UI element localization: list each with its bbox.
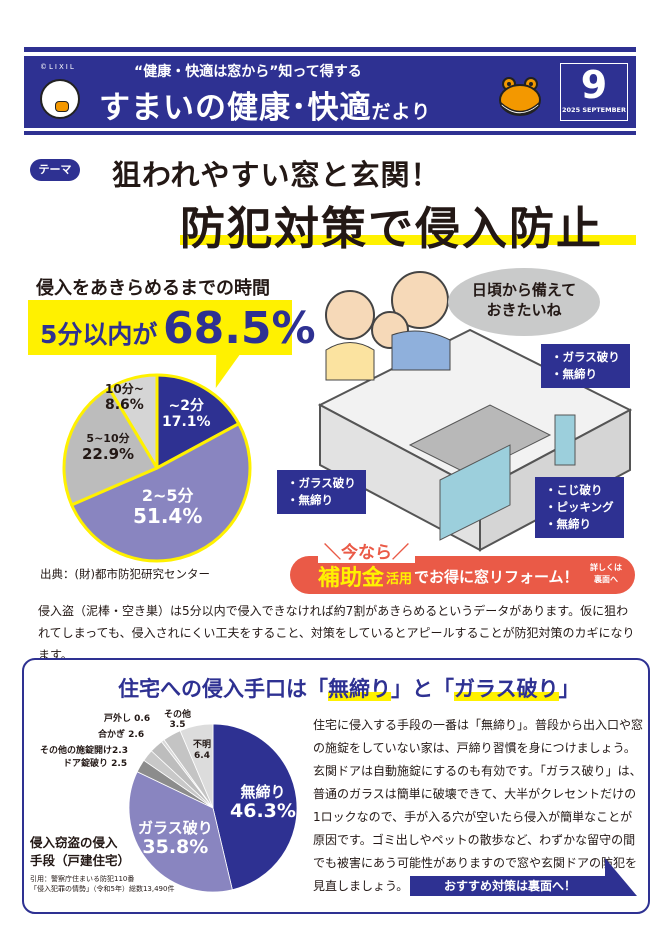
stat-text: 5分以内が 68.5% (40, 303, 316, 354)
pie2-label-5: 戸外し 0.6 (104, 714, 151, 724)
pie2-caption: 侵入窃盗の侵入 手段（戸建住宅） (30, 835, 131, 868)
pie2-label-7: 不明 6.4 (193, 740, 212, 761)
pie1-label-2: 5~10分 22.9% (82, 432, 135, 463)
pie2-label-0: 無締り 46.3% (230, 783, 296, 823)
headline: 防犯対策で侵入防止 (180, 202, 604, 255)
speech-bubble: 日頃から備えて おきたいね (448, 268, 600, 336)
methods-paragraph: 住宅に侵入する手段の一番は「無締り」。普段から出入口や窓の施錠をしていない家は、… (313, 718, 644, 893)
bird-mascot-icon (40, 79, 80, 119)
house-illustration (317, 271, 633, 552)
stat-callout (28, 300, 292, 355)
brand: ©LIXIL (40, 63, 76, 71)
use-label: 活用 (386, 572, 413, 587)
tag-window-upper: ・ガラス破り ・無締り (541, 344, 630, 388)
methods-panel (22, 658, 650, 914)
pie1-label-1: 2~5分 51.4% (133, 486, 203, 529)
theme-title: 狙われやすい窓と玄関！ (112, 158, 441, 192)
now-label: ＼今なら／ (318, 538, 415, 563)
header-title: すまいの健康･快適だより (99, 82, 431, 127)
pie1-label-0: ~2分 17.1% (162, 398, 211, 431)
intro-paragraph: 侵入盗（泥棒・空き巣）は5分以内で侵入できなければ約7割があきらめるというデータ… (38, 604, 635, 662)
header-subtitle: “健康・快適は窓から”知って得する (134, 64, 362, 80)
subsidy-label: 補助金 (318, 566, 385, 591)
frog-mascot-icon (499, 77, 541, 116)
callout-tail (203, 354, 241, 388)
pie2-source: 引用：警察庁住まいる防犯110番 「侵入犯罪の情勢」（令和5年）総数13,490件 (30, 875, 175, 893)
time-heading: 侵入をあきらめるまでの時間 (36, 278, 270, 299)
issue-number: 9 (580, 63, 608, 107)
panel-title: 住宅への侵入手口は「無締り」と「ガラス破り」 (118, 677, 580, 701)
see-back-link[interactable]: おすすめ対策は裏面へ！ (410, 876, 610, 896)
stat-prefix: 5分以内が (40, 320, 158, 349)
detail-note: 詳しくは 裏面へ (590, 563, 622, 584)
source-note: 出典：(財)都市防犯研究センター (40, 567, 210, 581)
banner-text: でお得に窓リフォーム！ (414, 568, 579, 586)
issue-date: 2025 SEPTEMBER (562, 106, 626, 114)
header-banner: ©LIXIL “健康・快適は窓から”知って得する すまいの健康･快適だより 9 … (24, 56, 636, 128)
tag-entrance-door: ・こじ破り ・ピッキング ・無締り (535, 477, 624, 538)
pie2-label-3: その他の施錠開け2.3 (40, 746, 128, 756)
title-suffix: だより (371, 101, 432, 123)
pie2-label-6: その他 3.5 (164, 710, 192, 730)
pie2-label-4: 合かぎ 2.6 (98, 730, 145, 740)
header-rule (24, 47, 636, 52)
issue-box: 9 2025 SEPTEMBER (560, 63, 628, 121)
header-rule (24, 131, 636, 135)
arrow-tip (605, 858, 637, 896)
tag-window-lower: ・ガラス破り ・無締り (277, 470, 366, 514)
title-main: すまいの健康･快適 (99, 90, 372, 126)
stat-value: 68.5% (162, 303, 316, 354)
headline-highlight (180, 235, 636, 245)
pie1-label-3: 10分~ 8.6% (105, 382, 144, 413)
pie2-label-1: ガラス破り 35.8% (138, 819, 213, 859)
pie2-label-2: ドア錠破り 2.5 (63, 759, 128, 769)
theme-badge: テーマ (30, 159, 80, 181)
